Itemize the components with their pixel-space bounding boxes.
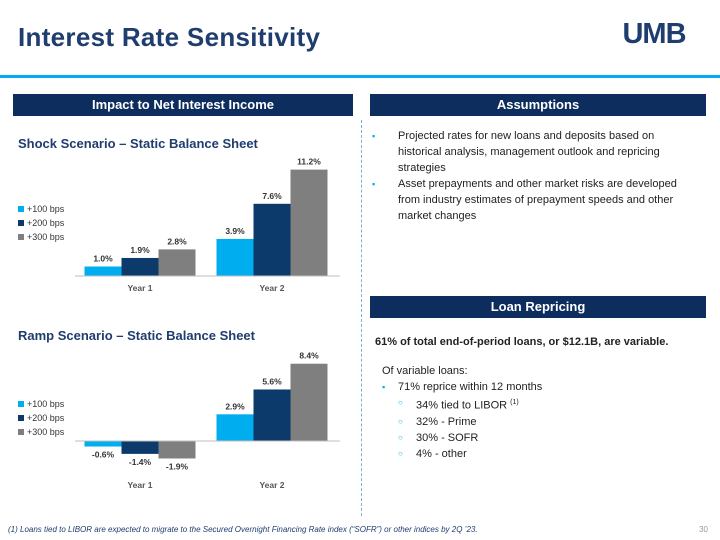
- data-label: 1.0%: [93, 254, 113, 264]
- shock-chart: +100 bps +200 bps +300 bps 1.0% 1.9% 2.8% Year…: [18, 157, 340, 293]
- page-number: 30: [699, 525, 708, 534]
- bar: [253, 203, 291, 276]
- loan-intro: Of variable loans:: [382, 365, 468, 377]
- bullet-icon: ▪: [372, 131, 376, 141]
- shock-chart-title: Shock Scenario – Static Balance Sheet: [18, 136, 258, 151]
- data-label: 5.6%: [262, 376, 282, 386]
- legend-label: +300 bps: [27, 427, 65, 437]
- column-divider: [361, 120, 362, 516]
- loan-main-text: 71% reprice within 12 months: [398, 381, 543, 393]
- bar: [158, 249, 196, 276]
- circle-bullet-icon: ○: [398, 416, 403, 426]
- legend-label: +200 bps: [27, 413, 65, 423]
- bar: [216, 238, 254, 276]
- loan-repricing-header: Loan Repricing: [370, 296, 706, 318]
- loan-sub-item: ○ 32% - Prime: [382, 414, 542, 430]
- legend-label: +100 bps: [27, 399, 65, 409]
- legend-swatch: [18, 220, 24, 226]
- data-label: -1.4%: [129, 457, 152, 467]
- loan-sub-text: 34% tied to LIBOR: [416, 399, 508, 412]
- circle-bullet-icon: ○: [398, 448, 403, 458]
- legend-label: +300 bps: [27, 232, 65, 242]
- legend-swatch: [18, 206, 24, 212]
- assumptions-list: ▪ Projected rates for new loans and depos…: [372, 128, 690, 224]
- assumption-text: Asset prepayments and other market risks…: [398, 178, 677, 222]
- bullet-icon: ▪: [382, 382, 386, 392]
- category-label: Year 2: [259, 480, 284, 490]
- bar: [290, 169, 328, 276]
- bar: [216, 414, 254, 441]
- page-title: Interest Rate Sensitivity: [18, 22, 321, 52]
- data-label: 3.9%: [225, 226, 245, 236]
- loan-sub-text: 30% - SOFR: [416, 431, 479, 444]
- data-label: 2.9%: [225, 401, 245, 411]
- data-label: -1.9%: [166, 461, 189, 471]
- bar: [121, 257, 159, 276]
- loan-summary: 61% of total end-of-period loans, or $12…: [375, 336, 669, 348]
- bar: [158, 441, 196, 459]
- loan-sub-text: 32% - Prime: [416, 415, 477, 428]
- category-label: Year 2: [259, 283, 284, 293]
- loan-sub-item: ○ 4% - other: [382, 446, 542, 462]
- ramp-chart-title: Ramp Scenario – Static Balance Sheet: [18, 328, 255, 343]
- footnote: (1) Loans tied to LIBOR are expected to …: [8, 525, 478, 534]
- circle-bullet-icon: ○: [398, 432, 403, 442]
- loan-sub-item: ○ 34% tied to LIBOR (1): [382, 395, 542, 414]
- bar: [84, 441, 122, 447]
- data-label: 7.6%: [262, 191, 282, 201]
- umb-logo: UMB: [622, 20, 686, 46]
- loan-sub-text: 4% - other: [416, 447, 467, 460]
- data-label: 8.4%: [299, 351, 319, 361]
- data-label: -0.6%: [92, 450, 115, 460]
- category-label: Year 1: [127, 283, 152, 293]
- legend-swatch: [18, 415, 24, 421]
- category-label: Year 1: [127, 480, 152, 490]
- assumption-item: ▪ Asset prepayments and other market risk…: [372, 176, 690, 224]
- data-label: 1.9%: [130, 245, 150, 255]
- bullet-icon: ▪: [372, 179, 376, 189]
- ramp-chart: +100 bps +200 bps +300 bps -0.6% -1.4% -1.9% Y…: [18, 351, 340, 490]
- legend-swatch: [18, 234, 24, 240]
- footnote-ref: (1): [510, 399, 519, 406]
- circle-bullet-icon: ○: [398, 398, 403, 407]
- assumption-text: Projected rates for new loans and deposi…: [398, 130, 660, 174]
- assumption-item: ▪ Projected rates for new loans and depos…: [372, 128, 690, 176]
- bar: [84, 266, 122, 276]
- assumptions-header: Assumptions: [370, 94, 706, 116]
- bar: [121, 441, 159, 454]
- title-rule: [0, 75, 720, 78]
- loan-detail: Of variable loans: ▪ 71% reprice within 1…: [382, 363, 542, 462]
- legend-swatch: [18, 429, 24, 435]
- legend-swatch: [18, 401, 24, 407]
- data-label: 2.8%: [167, 236, 187, 246]
- logo-text: UMB: [622, 20, 685, 46]
- loan-sub-item: ○ 30% - SOFR: [382, 430, 542, 446]
- data-label: 11.2%: [297, 157, 321, 167]
- bar: [253, 389, 291, 441]
- impact-header: Impact to Net Interest Income: [13, 94, 353, 116]
- legend-label: +200 bps: [27, 218, 65, 228]
- legend-label: +100 bps: [27, 204, 65, 214]
- loan-main-item: ▪ 71% reprice within 12 months: [382, 379, 542, 395]
- bar: [290, 363, 328, 441]
